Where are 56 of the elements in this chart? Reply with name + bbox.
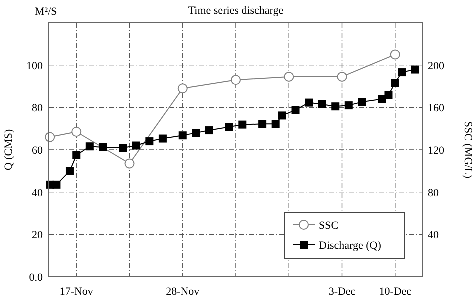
text: M²/S [35,6,58,18]
point [231,75,241,86]
y2-tick-label: 160 [428,102,445,115]
point [99,143,108,152]
point [158,134,167,143]
legend-label: SSC [319,220,339,232]
y-tick-label: 0.0 [29,272,44,284]
point [337,72,348,82]
y-axis-title: Q (CMS) [3,129,15,171]
point [272,120,280,128]
y2-tick-label: 200 [428,60,445,72]
y-tick-label: 60 [32,145,44,157]
point [72,127,82,138]
y2-tick-label: 80 [428,187,440,200]
point [238,120,247,129]
point [178,84,188,94]
point [178,132,187,140]
y-tick-label: 20 [32,230,44,242]
point [124,158,135,169]
point [390,50,400,60]
chart-title: Time series discharge [188,5,284,17]
point [52,180,61,189]
legend-label: Discharge (Q) [319,240,382,252]
point [66,167,74,176]
point [378,95,386,104]
point [132,142,140,150]
point [305,98,314,107]
point [284,72,294,82]
point [225,123,234,132]
point [205,126,214,135]
point [146,138,154,146]
point [119,144,128,152]
y2-axis-title: SSC (MG/L) [462,121,474,179]
point [278,112,286,120]
point [72,152,81,160]
y-tick-label: 80 [32,102,44,115]
point [258,120,267,128]
y-tick-label: 40 [32,187,44,200]
point [332,102,340,111]
point [411,66,420,74]
point [391,79,400,88]
point [192,129,200,138]
point [358,98,366,106]
x-tick-label: 28-Nov [166,286,200,298]
point [292,106,300,114]
point [86,142,94,151]
y2-tick-label: 40 [428,230,440,242]
point [344,102,353,110]
point [384,91,393,100]
point [398,68,406,77]
point [318,100,326,108]
x-tick-label: 10-Dec [379,286,412,298]
x-tick-label: 17-Nov [60,286,94,298]
y2-tick-label: 120 [428,145,445,157]
x-tick-label: 3-Dec [328,286,356,298]
y-tick-label: 100 [26,60,44,72]
